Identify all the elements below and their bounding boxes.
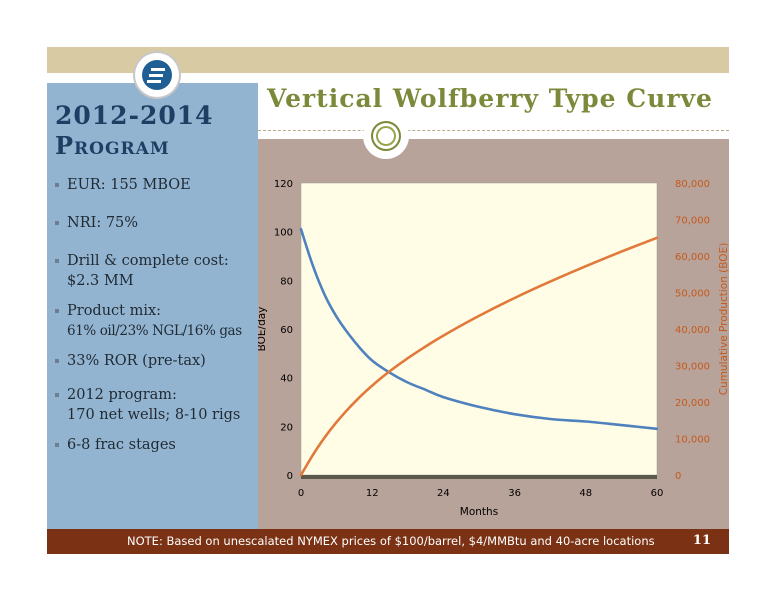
- left-axis-ticks: 0 20 40 60 80 100 120: [274, 179, 293, 482]
- bullet-text: Drill & complete cost:: [67, 253, 229, 269]
- right-axis-tick-label: 80,000: [675, 179, 710, 190]
- slide: 2012-2014 Program Vertical Wolfberry Typ…: [47, 47, 729, 554]
- bullet-marker-icon: [55, 309, 59, 313]
- right-axis-tick-label: 30,000: [675, 362, 710, 373]
- bullet-item: 33% ROR (pre-tax): [55, 351, 255, 371]
- company-logo-icon: [135, 53, 179, 97]
- left-axis-tick-label: 40: [280, 374, 293, 385]
- x-axis-tick-label: 60: [651, 488, 664, 499]
- left-panel: [47, 83, 258, 529]
- left-axis-tick-label: 20: [280, 422, 293, 433]
- bullet-marker-icon: [55, 359, 59, 363]
- bullet-marker-icon: [55, 393, 59, 397]
- x-axis-baseline: [301, 475, 657, 479]
- left-axis-tick-label: 100: [274, 228, 293, 239]
- ring-ornament-icon: [363, 113, 409, 159]
- program-title: 2012-2014 Program: [55, 101, 214, 161]
- bullet-item: 6-8 frac stages: [55, 435, 255, 455]
- program-title-line2: Program: [55, 131, 170, 160]
- bullet-item: NRI: 75%: [55, 213, 255, 233]
- bullet-text: EUR: 155 MBOE: [67, 177, 191, 193]
- right-axis-ticks: 0 10,000 20,000 30,000 40,000 50,000 60,000 70,…: [675, 179, 710, 482]
- bullet-text-continued: 61% oil/23% NGL/16% gas: [67, 323, 242, 339]
- bullet-item: EUR: 155 MBOE: [55, 175, 255, 195]
- right-axis-tick-label: 0: [675, 471, 681, 482]
- bullet-item: Product mix: 61% oil/23% NGL/16% gas: [55, 301, 255, 341]
- bullet-text: 6-8 frac stages: [67, 437, 176, 453]
- right-axis-tick-label: 20,000: [675, 398, 710, 409]
- bullet-marker-icon: [55, 259, 59, 263]
- left-axis-tick-label: 0: [287, 471, 293, 482]
- bullet-marker-icon: [55, 443, 59, 447]
- right-axis-tick-label: 70,000: [675, 216, 710, 227]
- x-axis-title: Months: [460, 506, 498, 518]
- x-axis-tick-label: 36: [508, 488, 521, 499]
- left-axis-tick-label: 120: [274, 179, 293, 190]
- bullet-text: Product mix:: [67, 303, 162, 319]
- bullet-text: 33% ROR (pre-tax): [67, 353, 206, 369]
- right-axis-tick-label: 40,000: [675, 325, 710, 336]
- left-axis-tick-label: 60: [280, 325, 293, 336]
- bullet-marker-icon: [55, 183, 59, 187]
- header-rule: [258, 130, 729, 133]
- left-axis-title: BOE/day: [258, 307, 268, 352]
- program-title-line1: 2012-2014: [55, 101, 214, 130]
- bullet-item: Drill & complete cost: $2.3 MM: [55, 251, 255, 291]
- x-axis-tick-label: 48: [579, 488, 592, 499]
- chart-headline: Vertical Wolfberry Type Curve: [267, 84, 713, 113]
- footer-note: NOTE: Based on unescalated NYMEX prices …: [127, 534, 655, 548]
- right-axis-tick-label: 60,000: [675, 252, 710, 263]
- bullet-text: NRI: 75%: [67, 215, 139, 231]
- cumulative-production-line: [299, 236, 659, 477]
- right-axis-tick-label: 50,000: [675, 289, 710, 300]
- x-axis-tick-label: 0: [298, 488, 304, 499]
- left-axis-tick-label: 80: [280, 276, 293, 287]
- bullet-text: 2012 program:: [67, 387, 177, 403]
- footer-bar: NOTE: Based on unescalated NYMEX prices …: [47, 529, 729, 554]
- x-axis-tick-label: 12: [366, 488, 379, 499]
- x-axis-ticks: 0 12 24 36 48 60: [298, 475, 664, 499]
- page-number: 11: [692, 533, 711, 548]
- series-layer: [299, 227, 659, 477]
- daily-rate-line: [299, 227, 659, 431]
- x-axis-tick-label: 24: [437, 488, 450, 499]
- bullet-text-continued: $2.3 MM: [67, 273, 134, 289]
- right-axis-title: Cumulative Production (BOE): [718, 243, 729, 396]
- bullet-marker-icon: [55, 221, 59, 225]
- bullet-list: EUR: 155 MBOE NRI: 75% Drill & complete …: [55, 175, 255, 455]
- right-axis-tick-label: 10,000: [675, 435, 710, 446]
- bullet-text-continued: 170 net wells; 8-10 rigs: [67, 407, 241, 423]
- bullet-item: 2012 program: 170 net wells; 8-10 rigs: [55, 385, 255, 425]
- plot-area: [300, 182, 658, 476]
